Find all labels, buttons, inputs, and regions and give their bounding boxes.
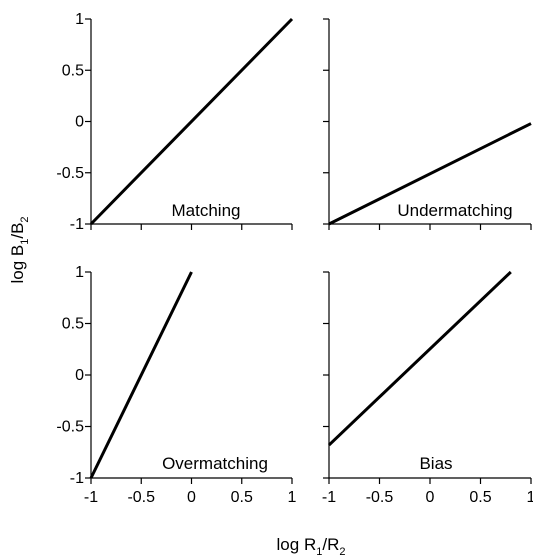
series-line (328, 122, 532, 226)
y-tick-label: -1 (70, 470, 84, 487)
x-tick-label: 0.5 (469, 489, 491, 506)
x-axis-title-sub2: 2 (339, 546, 345, 558)
x-axis-title-main: log R (277, 535, 317, 554)
x-tick-label: -0.5 (366, 489, 394, 506)
panel-title: Overmatching (162, 454, 268, 473)
y-axis-title: log B1/B2 (8, 216, 31, 283)
y-axis-title-sub1: 1 (19, 239, 31, 245)
series-line (89, 17, 294, 226)
y-axis-title-mid: /B (8, 223, 27, 239)
panel-title: Undermatching (397, 201, 512, 220)
x-tick-label: 0 (187, 489, 196, 506)
series-line (327, 270, 512, 447)
panel-title: Matching (172, 201, 241, 220)
y-tick-label: -1 (70, 216, 84, 233)
x-tick-label: -1 (322, 489, 336, 506)
x-tick-label: 1 (527, 489, 533, 506)
panel-title: Bias (419, 454, 452, 473)
x-tick-label: -0.5 (127, 489, 155, 506)
panel-4: -1 -0.5 0 0.5 1 Bias (322, 270, 533, 506)
x-axis-title-sub1: 1 (316, 546, 322, 558)
y-tick-label: -0.5 (56, 165, 84, 182)
x-axis-title: log R1/R2 (277, 535, 346, 558)
panel-1: -1 -0.5 0 0.5 1 Matching (56, 11, 294, 233)
y-tick-label: 1 (75, 11, 84, 28)
x-axis-title-mid: /R (322, 535, 339, 554)
y-axis-title-main: log B (8, 245, 27, 284)
y-tick-label: 0.5 (62, 316, 84, 333)
y-axis-title-sub2: 2 (19, 216, 31, 222)
y-tick-label: 1 (75, 264, 84, 281)
series-line (89, 271, 193, 479)
panels-group: -1 -0.5 0 0.5 1 Matching Undermatching -1 -0.5 0 0… (56, 11, 533, 506)
y-tick-label: 0.5 (62, 62, 84, 79)
y-tick-label: 0 (75, 367, 84, 384)
x-tick-label: -1 (84, 489, 98, 506)
x-tick-label: 0 (426, 489, 435, 506)
x-tick-label: 0.5 (231, 489, 253, 506)
x-tick-label: 1 (288, 489, 297, 506)
y-tick-label: -0.5 (56, 419, 84, 436)
y-tick-label: 0 (75, 114, 84, 131)
panel-2: Undermatching (323, 18, 532, 230)
panel-3: -1 -0.5 0 0.5 1 -1 -0.5 0 0.5 1 Overmatching (56, 264, 296, 506)
